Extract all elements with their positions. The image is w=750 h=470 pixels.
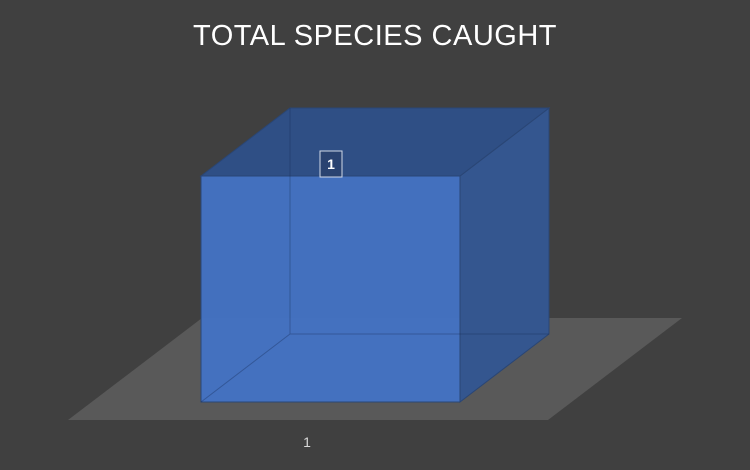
bar-hidden-edges <box>200 108 549 403</box>
data-label: 1 <box>327 156 335 172</box>
bar-group: 1 <box>199 106 551 404</box>
x-axis-tick-labels: 1 <box>303 434 311 450</box>
bar-front-face <box>200 175 461 403</box>
chart-title: TOTAL SPECIES CAUGHT <box>193 20 557 52</box>
data-label-box <box>319 150 343 178</box>
x-tick-label: 1 <box>303 434 311 450</box>
bar: 1 <box>199 106 551 404</box>
